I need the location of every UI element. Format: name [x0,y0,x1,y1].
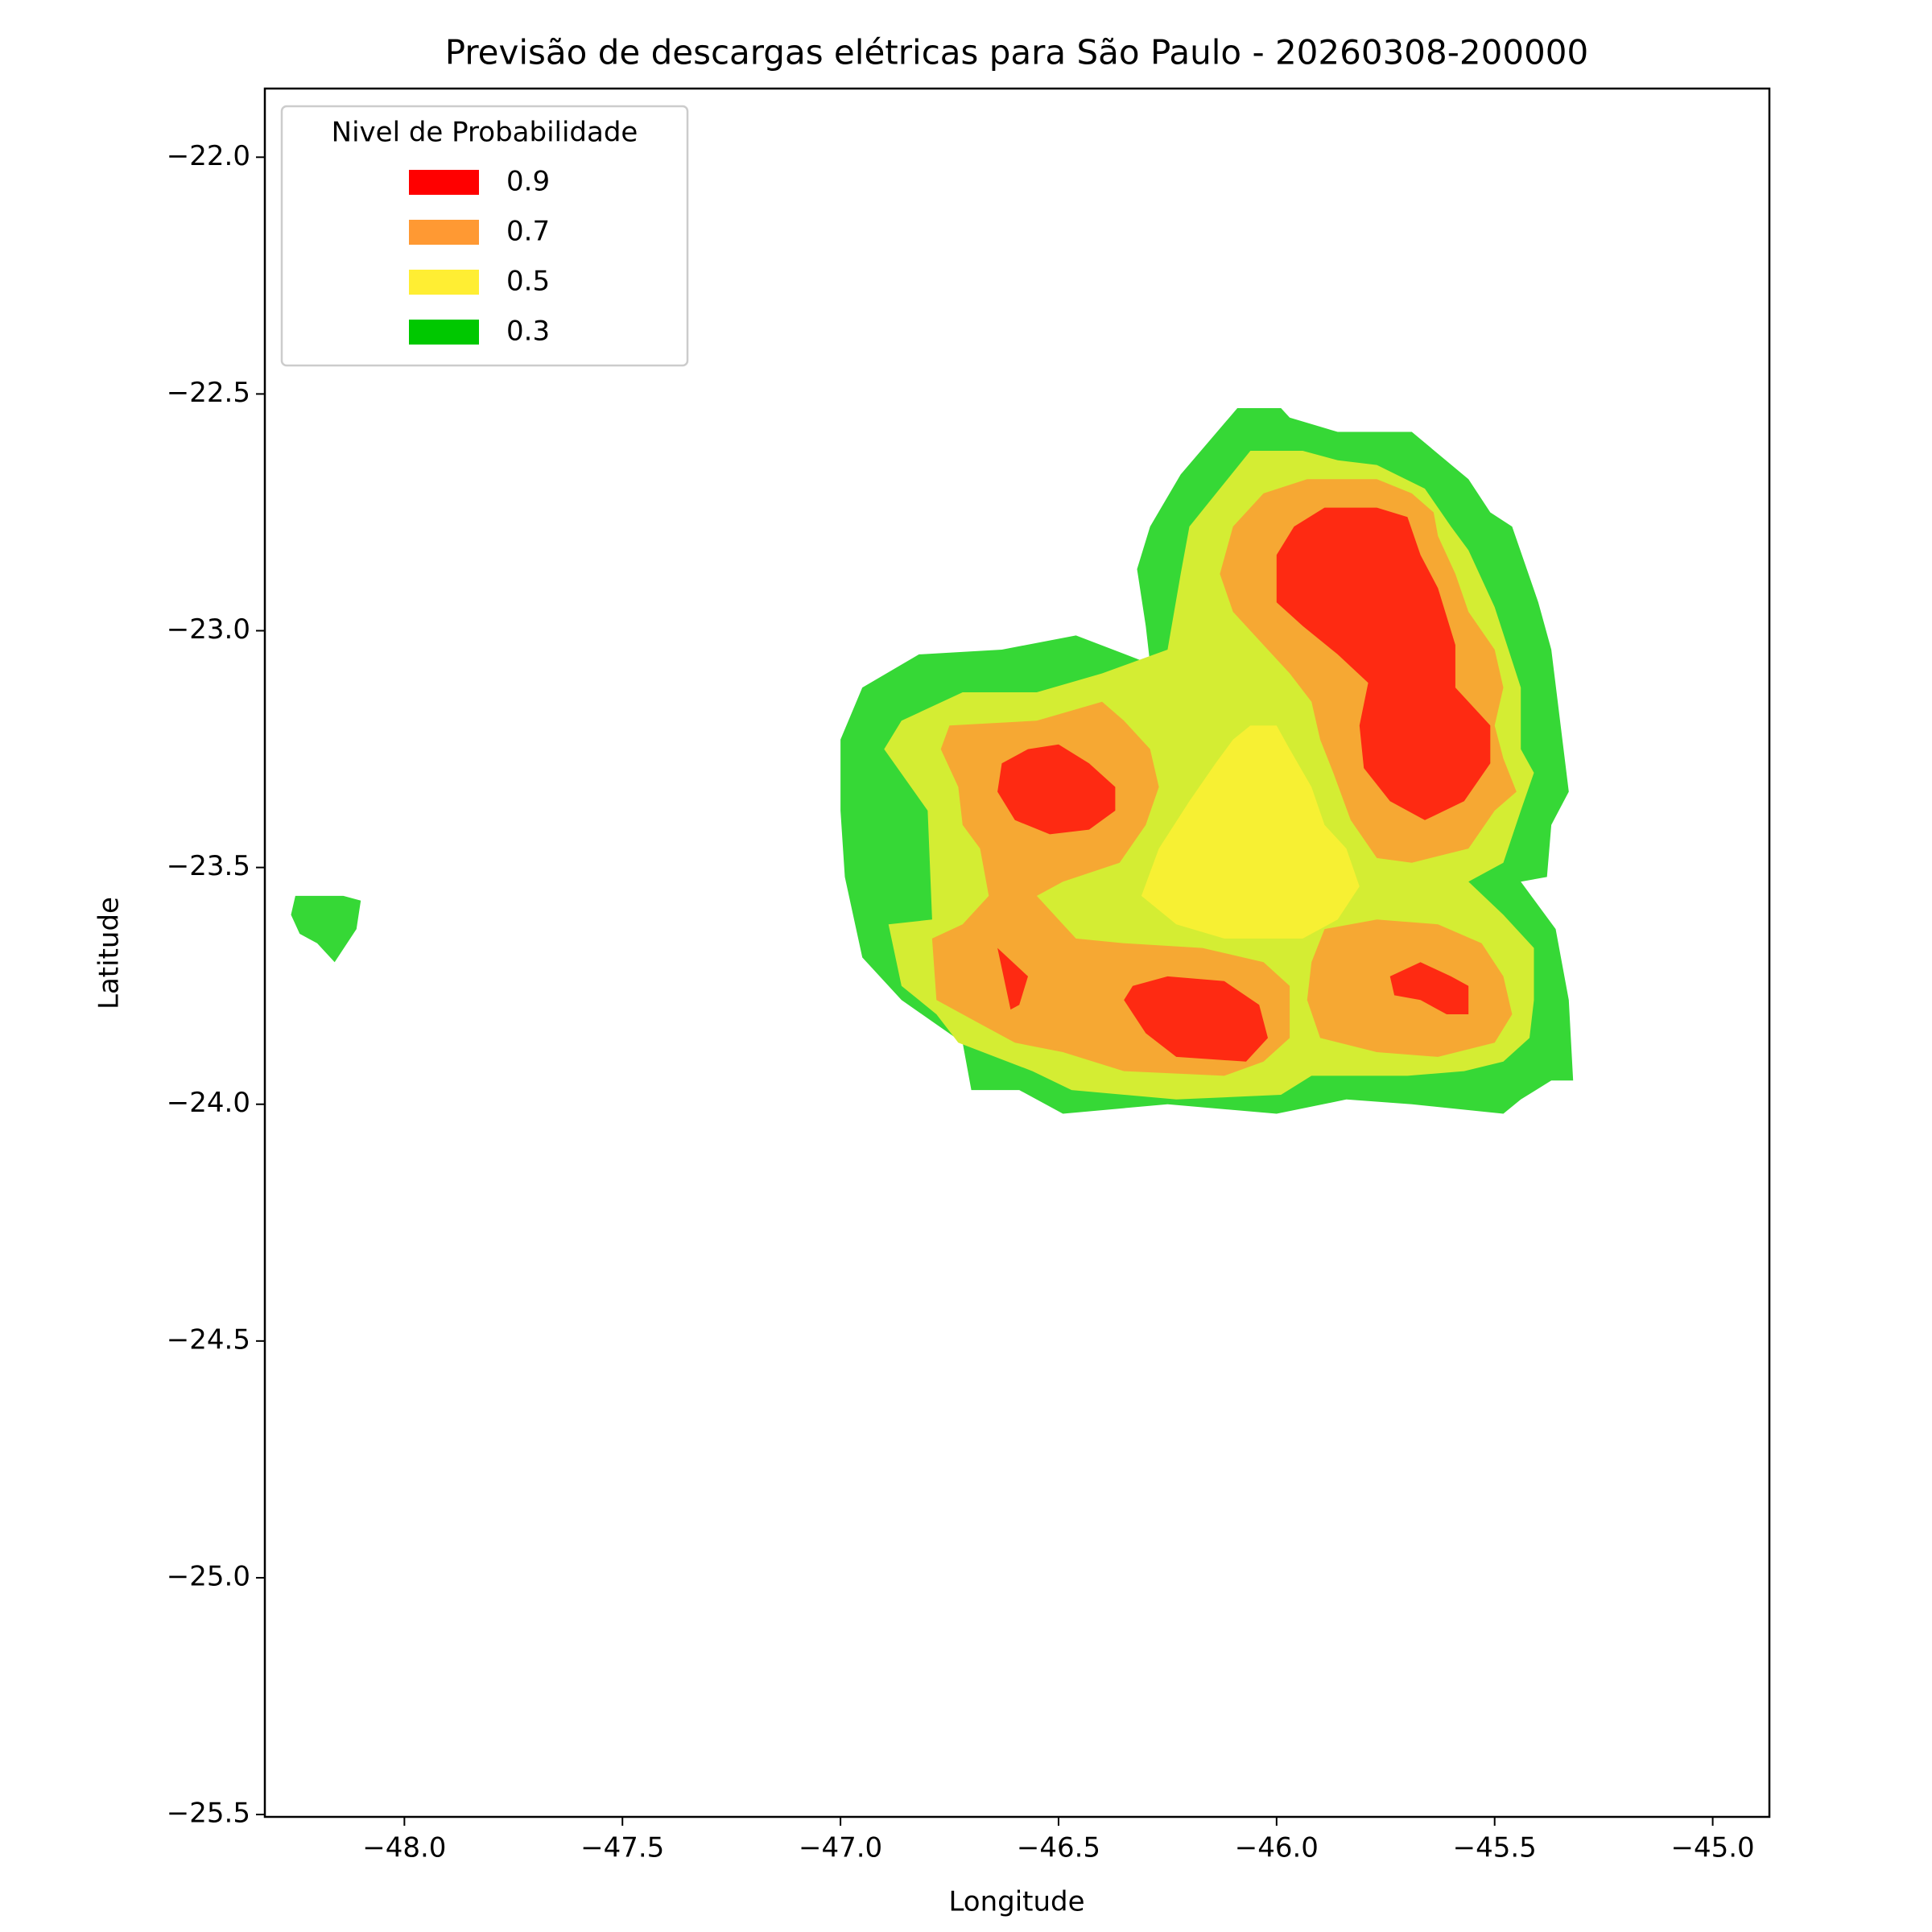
y-tick-label: −22.5 [167,377,250,409]
x-tick-label: −48.0 [362,1832,446,1864]
legend-swatch [409,270,479,295]
probability-region [1389,962,1469,1014]
contour-regions [291,408,1574,1114]
y-tick-label: −23.0 [167,613,250,646]
x-tick-label: −45.5 [1453,1832,1537,1864]
probability-region [1276,507,1491,820]
legend-label: 0.9 [506,166,550,198]
legend-label: 0.3 [506,316,550,348]
legend-label: 0.5 [506,266,550,298]
probability-region [1141,725,1360,939]
chart-title: Previsão de descargas elétricas para São… [445,33,1588,72]
x-tick-label: −47.0 [799,1832,882,1864]
y-tick-label: −23.5 [167,850,250,882]
x-tick-label: −47.5 [580,1832,664,1864]
x-tick-label: −46.5 [1017,1832,1100,1864]
y-tick-label: −22.0 [167,140,250,172]
x-tick-label: −45.0 [1670,1832,1754,1864]
legend-swatch [409,170,479,195]
legend-swatch [409,320,479,345]
legend-box [280,105,689,367]
probability-region [997,744,1116,835]
x-tick-label: −46.0 [1235,1832,1319,1864]
probability-region [1124,976,1268,1062]
probability-region [291,895,361,963]
legend-swatch [409,220,479,245]
probability-region [997,947,1028,1010]
legend-title: Nivel de Probabilidade [332,117,638,149]
y-axis-label: Latitude [93,897,126,1009]
x-axis-label: Longitude [948,1886,1084,1918]
y-tick-label: −24.0 [167,1087,250,1119]
y-tick-label: −25.0 [167,1560,250,1592]
y-tick-label: −25.5 [167,1798,250,1830]
plot-frame [263,87,1771,1818]
y-tick-label: −24.5 [167,1323,250,1356]
legend-label: 0.7 [506,216,550,248]
legend: Nivel de Probabilidade 0.9 0.7 0.5 0.3 [280,105,689,367]
